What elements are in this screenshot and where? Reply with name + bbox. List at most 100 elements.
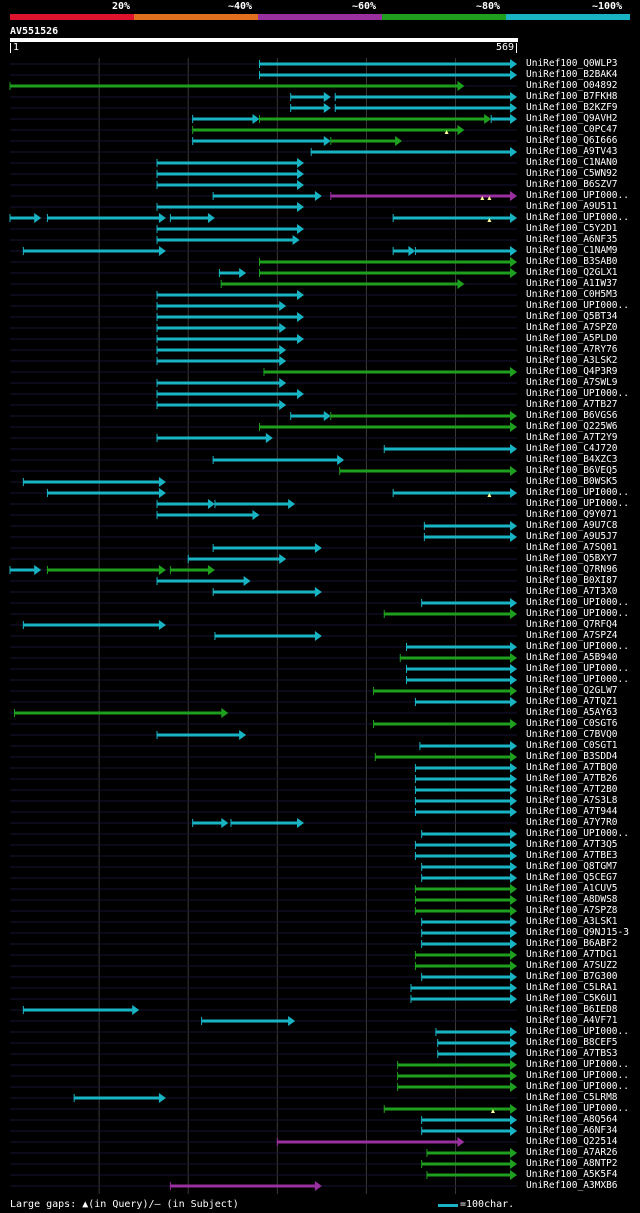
hit-label[interactable]: UniRef100_UPI000..	[526, 608, 629, 619]
hit-label[interactable]: UniRef100_A5K5F4	[526, 1169, 618, 1180]
hit-label[interactable]: UniRef100_C0SGT6	[526, 718, 618, 729]
hit-label[interactable]: UniRef100_Q9AVH2	[526, 113, 618, 124]
hit-label[interactable]: UniRef100_A7T944	[526, 806, 618, 817]
hit-label[interactable]: UniRef100_A7TB27	[526, 399, 618, 410]
hit-label[interactable]: UniRef100_UPI000..	[526, 641, 629, 652]
hit-label[interactable]: UniRef100_O04892	[526, 80, 618, 91]
hit-label[interactable]: UniRef100_A7TBQ0	[526, 762, 618, 773]
hit-label[interactable]: UniRef100_Q0WLP3	[526, 58, 618, 69]
hit-label[interactable]: UniRef100_B6ABF2	[526, 938, 618, 949]
hit-label[interactable]: UniRef100_A7SPZ8	[526, 905, 618, 916]
hit-label[interactable]: UniRef100_A3LSK1	[526, 916, 618, 927]
hit-label[interactable]: UniRef100_B4XZC3	[526, 454, 618, 465]
hit-label[interactable]: UniRef100_A7SPZ4	[526, 630, 618, 641]
hit-label[interactable]: UniRef100_B6IED8	[526, 1004, 618, 1015]
hit-label[interactable]: UniRef100_UPI000..	[526, 1059, 629, 1070]
hit-label[interactable]: UniRef100_Q7RFQ4	[526, 619, 618, 630]
hit-label[interactable]: UniRef100_UPI000..	[526, 663, 629, 674]
hit-label[interactable]: UniRef100_UPI000..	[526, 1081, 629, 1092]
hit-label[interactable]: UniRef100_A9U511	[526, 201, 618, 212]
hit-label[interactable]: UniRef100_Q9NJ15-3	[526, 927, 629, 938]
hit-label[interactable]: UniRef100_UPI000..	[526, 828, 629, 839]
hit-label[interactable]: UniRef100_UPI000..	[526, 1070, 629, 1081]
hit-label[interactable]: UniRef100_B6VGS6	[526, 410, 618, 421]
hit-label[interactable]: UniRef100_A9TV43	[526, 146, 618, 157]
hit-label[interactable]: UniRef100_A7Y7R0	[526, 817, 618, 828]
hit-label[interactable]: UniRef100_A4VF71	[526, 1015, 618, 1026]
hit-label[interactable]: UniRef100_B3SDD4	[526, 751, 618, 762]
hit-label[interactable]: UniRef100_C5WN92	[526, 168, 618, 179]
hit-label[interactable]: UniRef100_A7T3X0	[526, 586, 618, 597]
hit-label[interactable]: UniRef100_A7T3Q5	[526, 839, 618, 850]
hit-label[interactable]: UniRef100_Q7RN96	[526, 564, 618, 575]
hit-label[interactable]: UniRef100_UPI000..	[526, 487, 629, 498]
hit-label[interactable]: UniRef100_A7TB26	[526, 773, 618, 784]
hit-label[interactable]: UniRef100_A8DWS8	[526, 894, 618, 905]
hit-label[interactable]: UniRef100_Q9Y071	[526, 509, 618, 520]
hit-label[interactable]: UniRef100_Q2GLW7	[526, 685, 618, 696]
hit-label[interactable]: UniRef100_B8CEF5	[526, 1037, 618, 1048]
hit-label[interactable]: UniRef100_C1NAM9	[526, 245, 618, 256]
hit-label[interactable]: UniRef100_A7SUZ2	[526, 960, 618, 971]
hit-label[interactable]: UniRef100_A3LSK2	[526, 355, 618, 366]
hit-label[interactable]: UniRef100_C0PC47	[526, 124, 618, 135]
hit-label[interactable]: UniRef100_A7T2B0	[526, 784, 618, 795]
hit-label[interactable]: UniRef100_A7TBE3	[526, 850, 618, 861]
hit-label[interactable]: UniRef100_Q8TGM7	[526, 861, 618, 872]
hit-label[interactable]: UniRef100_B7FKH8	[526, 91, 618, 102]
hit-label[interactable]: UniRef100_UPI000..	[526, 190, 629, 201]
hit-label[interactable]: UniRef100_C1NAN0	[526, 157, 618, 168]
hit-label[interactable]: UniRef100_A7S3L8	[526, 795, 618, 806]
hit-label[interactable]: UniRef100_A7TBS3	[526, 1048, 618, 1059]
hit-label[interactable]: UniRef100_A1CUV5	[526, 883, 618, 894]
hit-label[interactable]: UniRef100_A8NTP2	[526, 1158, 618, 1169]
hit-label[interactable]: UniRef100_UPI000..	[526, 212, 629, 223]
hit-label[interactable]: UniRef100_B6VEQ5	[526, 465, 618, 476]
hit-label[interactable]: UniRef100_B2BAK4	[526, 69, 618, 80]
hit-label[interactable]: UniRef100_A7T2Y9	[526, 432, 618, 443]
hit-label[interactable]: UniRef100_C5Y2D1	[526, 223, 618, 234]
hit-label[interactable]: UniRef100_A7SQ01	[526, 542, 618, 553]
hit-label[interactable]: UniRef100_A7TQZ1	[526, 696, 618, 707]
hit-label[interactable]: UniRef100_A9U5J7	[526, 531, 618, 542]
hit-label[interactable]: UniRef100_UPI000..	[526, 388, 629, 399]
hit-label[interactable]: UniRef100_UPI000..	[526, 674, 629, 685]
hit-label[interactable]: UniRef100_A7AR26	[526, 1147, 618, 1158]
hit-label[interactable]: UniRef100_UPI000..	[526, 300, 629, 311]
hit-label[interactable]: UniRef100_B2KZF9	[526, 102, 618, 113]
hit-label[interactable]: UniRef100_C7BVQ0	[526, 729, 618, 740]
hit-label[interactable]: UniRef100_Q2GLX1	[526, 267, 618, 278]
hit-label[interactable]: UniRef100_A3MXB6	[526, 1180, 618, 1191]
hit-label[interactable]: UniRef100_UPI000..	[526, 597, 629, 608]
hit-label[interactable]: UniRef100_A7SPZ0	[526, 322, 618, 333]
hit-label[interactable]: UniRef100_A6NF34	[526, 1125, 618, 1136]
hit-label[interactable]: UniRef100_Q6I666	[526, 135, 618, 146]
hit-label[interactable]: UniRef100_A8Q564	[526, 1114, 618, 1125]
hit-label[interactable]: UniRef100_A7TDG1	[526, 949, 618, 960]
hit-label[interactable]: UniRef100_Q5BT34	[526, 311, 618, 322]
hit-label[interactable]: UniRef100_C5K6U1	[526, 993, 618, 1004]
hit-label[interactable]: UniRef100_A5PLD0	[526, 333, 618, 344]
hit-label[interactable]: UniRef100_C0H5M3	[526, 289, 618, 300]
hit-label[interactable]: UniRef100_C0SGT1	[526, 740, 618, 751]
hit-label[interactable]: UniRef100_B7G300	[526, 971, 618, 982]
hit-label[interactable]: UniRef100_Q225W6	[526, 421, 618, 432]
hit-label[interactable]: UniRef100_B0XI87	[526, 575, 618, 586]
hit-label[interactable]: UniRef100_A1IW37	[526, 278, 618, 289]
hit-label[interactable]: UniRef100_Q22514	[526, 1136, 618, 1147]
hit-label[interactable]: UniRef100_UPI000..	[526, 498, 629, 509]
hit-label[interactable]: UniRef100_B0WSK5	[526, 476, 618, 487]
hit-label[interactable]: UniRef100_A7RY76	[526, 344, 618, 355]
hit-label[interactable]: UniRef100_Q5BXY7	[526, 553, 618, 564]
hit-label[interactable]: UniRef100_B6SZV7	[526, 179, 618, 190]
hit-label[interactable]: UniRef100_A7SWL9	[526, 377, 618, 388]
hit-label[interactable]: UniRef100_C5LRM8	[526, 1092, 618, 1103]
hit-label[interactable]: UniRef100_UPI000..	[526, 1026, 629, 1037]
hit-label[interactable]: UniRef100_B3SAB0	[526, 256, 618, 267]
hit-label[interactable]: UniRef100_Q4P3R9	[526, 366, 618, 377]
hit-label[interactable]: UniRef100_A6NF35	[526, 234, 618, 245]
hit-label[interactable]: UniRef100_C5LRA1	[526, 982, 618, 993]
hit-label[interactable]: UniRef100_UPI000..	[526, 1103, 629, 1114]
hit-label[interactable]: UniRef100_C4J720	[526, 443, 618, 454]
hit-label[interactable]: UniRef100_A5B940	[526, 652, 618, 663]
